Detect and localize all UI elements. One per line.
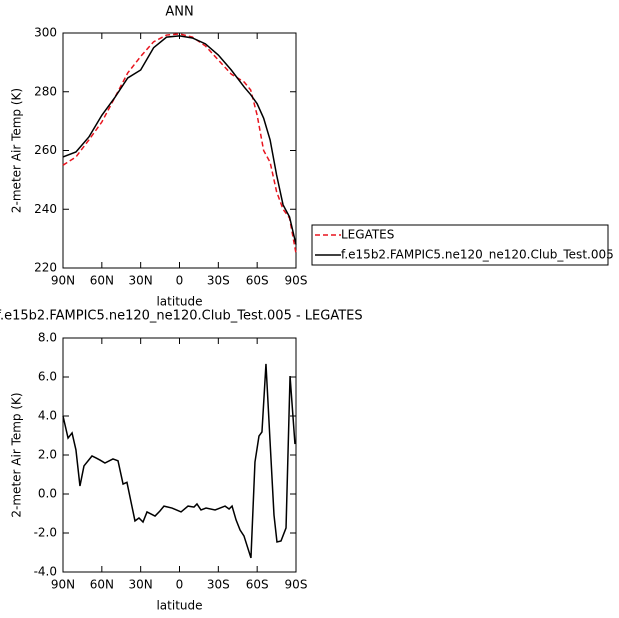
y-tick-label: 6.0 bbox=[38, 370, 57, 384]
chart-title: f.e15b2.FAMPIC5.ne120_ne120.Club_Test.00… bbox=[0, 309, 363, 324]
x-tick-label: 30N bbox=[129, 274, 153, 288]
y-axis-label: 2-meter Air Temp (K) bbox=[10, 88, 24, 213]
y-tick-label: -4.0 bbox=[34, 565, 57, 579]
y-tick-label: 240 bbox=[34, 202, 57, 216]
x-axis-label: latitude bbox=[156, 295, 202, 309]
chart-title: ANN bbox=[165, 5, 193, 20]
data-line bbox=[62, 363, 296, 559]
x-tick-label: 90S bbox=[285, 578, 308, 592]
x-tick-label: 30N bbox=[129, 578, 153, 592]
legend-label: LEGATES bbox=[341, 228, 394, 242]
x-tick-label: 60N bbox=[90, 274, 114, 288]
plot-frame bbox=[62, 32, 297, 269]
y-tick-label: 2.0 bbox=[38, 448, 57, 462]
x-tick-label: 90N bbox=[51, 578, 75, 592]
x-tick-label: 0 bbox=[176, 578, 184, 592]
x-tick-label: 60N bbox=[90, 578, 114, 592]
plot-frame bbox=[62, 337, 297, 573]
x-tick-label: 60S bbox=[246, 274, 269, 288]
x-tick-label: 90N bbox=[51, 274, 75, 288]
y-tick-label: 220 bbox=[34, 261, 57, 275]
y-tick-label: -2.0 bbox=[34, 526, 57, 540]
y-tick-label: 300 bbox=[34, 26, 57, 40]
x-tick-label: 0 bbox=[176, 274, 184, 288]
x-tick-label: 30S bbox=[207, 274, 230, 288]
y-tick-label: 8.0 bbox=[38, 331, 57, 345]
legend-box bbox=[311, 224, 609, 266]
data-line bbox=[62, 35, 297, 245]
legend-label: f.e15b2.FAMPIC5.ne120_ne120.Club_Test.00… bbox=[341, 248, 614, 262]
y-axis-label: 2-meter Air Temp (K) bbox=[10, 392, 24, 517]
x-tick-label: 30S bbox=[207, 578, 230, 592]
y-tick-label: 0.0 bbox=[38, 487, 57, 501]
y-tick-label: 260 bbox=[34, 143, 57, 157]
y-tick-label: 280 bbox=[34, 84, 57, 98]
x-tick-label: 90S bbox=[285, 274, 308, 288]
data-line bbox=[62, 33, 297, 254]
y-tick-label: 4.0 bbox=[38, 409, 57, 423]
x-axis-label: latitude bbox=[156, 599, 202, 613]
x-tick-label: 60S bbox=[246, 578, 269, 592]
